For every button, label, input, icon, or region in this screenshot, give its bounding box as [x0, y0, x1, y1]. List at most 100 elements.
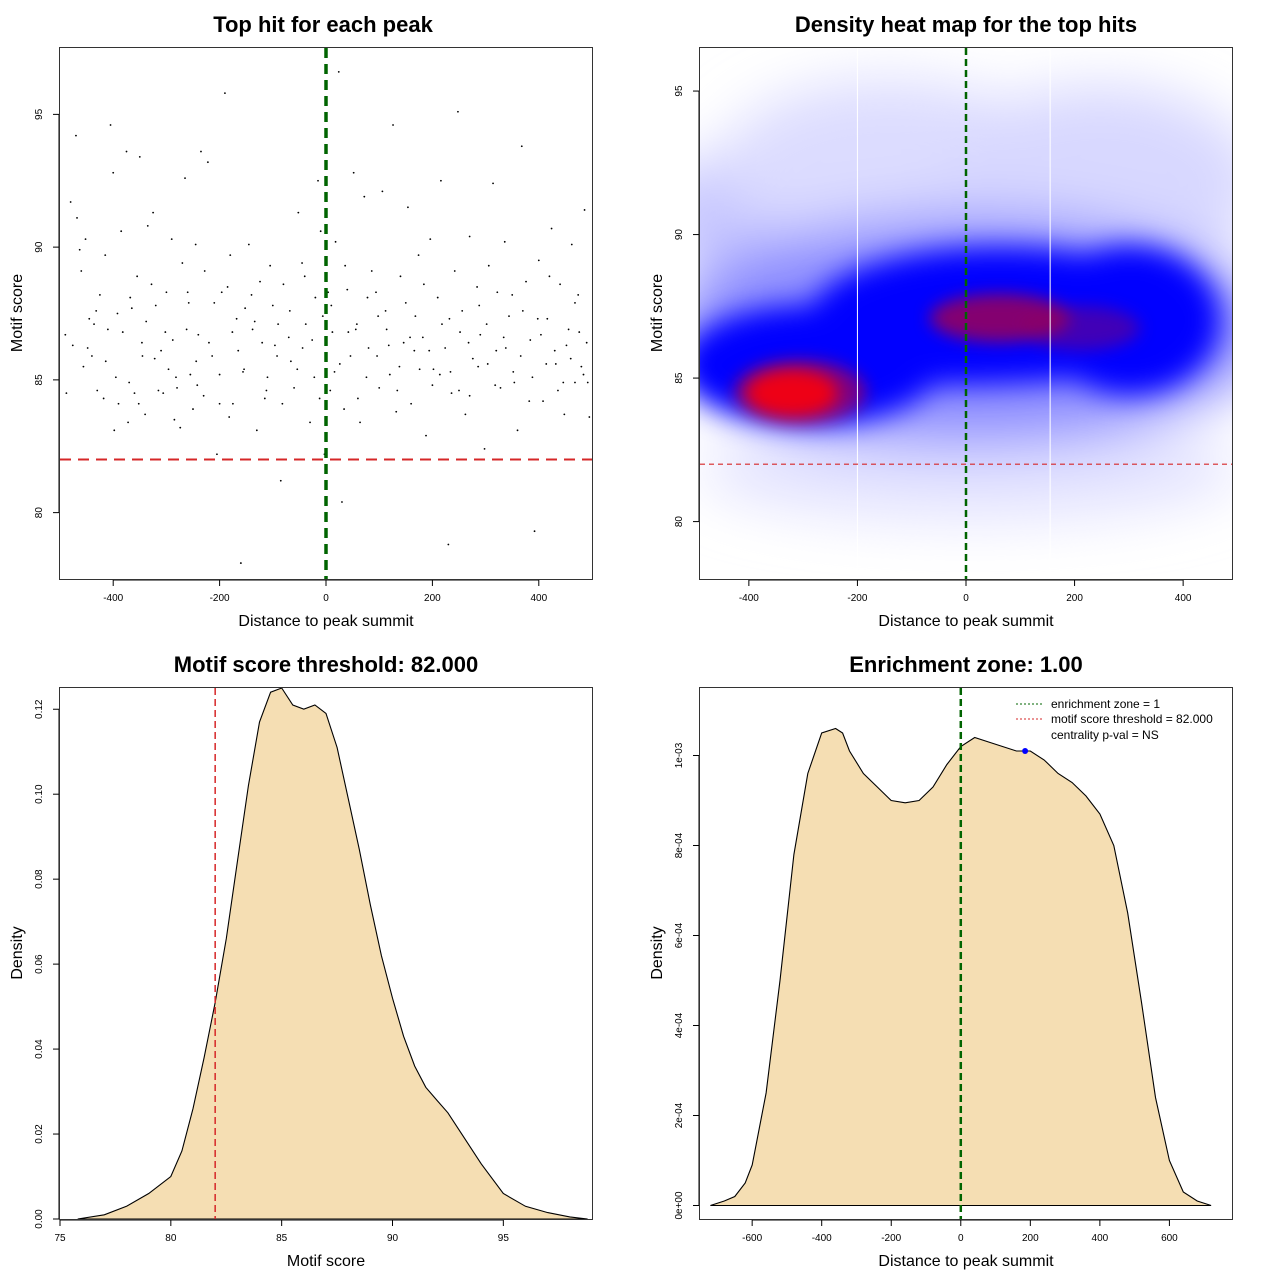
x-tick-label: 0 — [963, 593, 969, 604]
data-point — [354, 328, 357, 331]
scatter-panel: Top hit for each peak Distance to peak s… — [0, 0, 640, 640]
data-point — [203, 270, 206, 272]
data-point — [196, 384, 199, 387]
data-point — [303, 275, 306, 278]
data-point — [297, 211, 300, 214]
data-point — [277, 323, 280, 326]
centrality-marker — [1022, 748, 1029, 754]
chart-title: Enrichment zone: 1.00 — [849, 652, 1083, 677]
data-point — [545, 363, 548, 365]
data-point — [232, 402, 234, 405]
data-point — [402, 341, 405, 344]
data-point — [366, 296, 369, 299]
data-point — [363, 195, 366, 198]
data-point — [141, 341, 143, 344]
y-tick-label: 85 — [674, 372, 685, 384]
data-point — [208, 341, 210, 344]
x-tick-label: 400 — [530, 593, 547, 604]
y-tick-label: 2e-04 — [674, 1102, 685, 1128]
x-axis-label: Motif score — [287, 1253, 365, 1270]
y-tick-label: 0.00 — [34, 1209, 45, 1229]
data-point — [570, 243, 573, 246]
data-point — [125, 150, 128, 153]
x-tick-label: 95 — [498, 1233, 510, 1244]
data-point — [586, 381, 589, 384]
data-point — [468, 394, 471, 397]
data-point — [422, 283, 425, 286]
scatter-marks: -400 -200 0 200 400 80 85 90 95 — [34, 48, 592, 604]
data-point — [189, 373, 192, 376]
data-point — [370, 270, 373, 272]
data-point — [102, 397, 105, 400]
plot-frame — [59, 47, 593, 580]
data-point — [187, 301, 190, 304]
data-point — [129, 296, 132, 299]
data-point — [357, 397, 359, 400]
data-point — [448, 317, 451, 320]
data-point — [458, 389, 460, 392]
data-point — [387, 344, 390, 347]
y-tick-label: 80 — [674, 516, 685, 528]
legend-threshold: motif score threshold = 82.000 — [1051, 712, 1213, 726]
data-point — [99, 294, 101, 296]
data-point — [418, 368, 421, 371]
data-point — [578, 331, 581, 333]
data-point — [75, 134, 77, 137]
data-point — [329, 389, 332, 392]
data-point — [528, 400, 531, 403]
data-point — [431, 384, 434, 387]
data-point — [84, 238, 87, 241]
y-axis-label: Motif score — [649, 274, 666, 352]
data-point — [244, 307, 247, 310]
data-point — [175, 376, 177, 379]
data-point — [398, 365, 401, 368]
x-tick-label: -400 — [739, 593, 759, 604]
data-point — [184, 177, 186, 179]
x-axis-label: Distance to peak summit — [878, 613, 1054, 630]
data-point — [569, 357, 572, 360]
data-point — [553, 349, 556, 352]
data-point — [453, 270, 456, 272]
data-point — [116, 312, 119, 315]
data-point — [127, 421, 129, 424]
data-point — [487, 264, 490, 267]
data-point — [91, 355, 93, 357]
data-point — [447, 543, 450, 546]
x-tick-label: 90 — [387, 1233, 399, 1244]
data-point — [521, 309, 524, 312]
density-area — [77, 687, 588, 1220]
data-point — [76, 217, 78, 219]
data-point — [464, 413, 467, 416]
data-point — [269, 264, 272, 267]
data-point — [250, 294, 253, 296]
y-tick-label: 0e+00 — [674, 1191, 685, 1220]
data-point — [171, 339, 174, 341]
y-tick-label: 95 — [34, 108, 45, 120]
data-point — [82, 365, 85, 368]
data-point — [120, 230, 123, 233]
score-density-panel: Motif score threshold: 82.000 Motif scor… — [0, 640, 640, 1280]
data-point — [130, 307, 133, 310]
data-point — [145, 320, 148, 323]
x-axis-label: Distance to peak summit — [238, 613, 414, 630]
data-point — [162, 392, 165, 395]
data-point — [259, 280, 261, 283]
data-point — [367, 347, 370, 349]
data-point — [468, 235, 471, 238]
data-point — [508, 315, 510, 318]
data-point — [239, 562, 242, 564]
data-point — [202, 394, 205, 397]
y-tick-label: 80 — [34, 507, 45, 519]
data-point — [160, 349, 162, 352]
data-point — [138, 155, 141, 158]
y-tick-label: 4e-04 — [674, 1012, 685, 1038]
data-point — [495, 349, 498, 352]
data-point — [65, 392, 68, 395]
x-tick-label: 200 — [1022, 1233, 1039, 1244]
data-point — [289, 360, 292, 363]
data-point — [580, 365, 583, 368]
data-point — [261, 341, 264, 344]
legend-centrality: centrality p-val = NS — [1051, 728, 1159, 742]
y-tick-label: 85 — [34, 374, 45, 386]
data-point — [276, 355, 278, 357]
